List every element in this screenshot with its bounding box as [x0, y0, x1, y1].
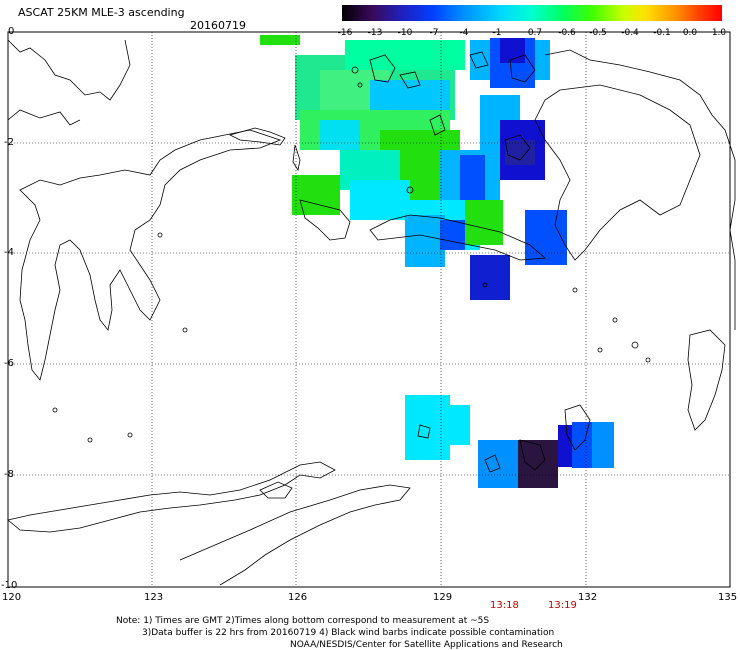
data-cell [572, 422, 592, 468]
data-cell [518, 440, 558, 488]
data-cell [470, 255, 510, 300]
lon-label: 132 [578, 592, 598, 603]
data-cell [558, 425, 573, 467]
colorbar-label: 1.0 [711, 28, 727, 38]
colorbar [342, 5, 722, 21]
map-title: ASCAT 25KM MLE-3 ascending [18, 6, 185, 19]
data-swath [260, 35, 614, 488]
data-cell [260, 35, 300, 45]
data-cell [370, 80, 450, 110]
colorbar-label: 0.7 [527, 28, 543, 38]
data-cell [320, 120, 360, 150]
map-frame [7, 31, 731, 588]
lat-label: 0 [8, 26, 15, 37]
data-cell [460, 155, 485, 200]
data-cell [440, 405, 470, 445]
note-line: 3)Data buffer is 22 hrs from 20160719 4)… [142, 628, 555, 638]
colorbar-label: -7 [429, 28, 439, 38]
lat-label: -2 [4, 137, 14, 148]
colorbar-label: -1 [492, 28, 502, 38]
data-cell [405, 215, 445, 267]
colorbar-label: -4 [459, 28, 469, 38]
colorbar-label: -16 [337, 28, 353, 38]
map-date: 20160719 [190, 19, 246, 32]
lon-label: 120 [2, 592, 22, 603]
colorbar-label: -13 [367, 28, 383, 38]
coastlines [7, 39, 736, 586]
data-cell [292, 175, 340, 215]
colorbar-label: 0.0 [682, 28, 698, 38]
colorbar-label: -0.4 [621, 28, 639, 38]
colorbar-label: -0.6 [558, 28, 576, 38]
lon-label: 129 [433, 592, 453, 603]
note-line: Note: 1) Times are GMT 2)Times along bot… [116, 616, 490, 626]
colorbar-label: -0.1 [653, 28, 671, 38]
lat-label: -6 [4, 358, 14, 369]
lon-label: 126 [288, 592, 308, 603]
lat-label: -10 [1, 580, 18, 591]
lat-label: -8 [4, 469, 14, 480]
colorbar-label: -0.5 [589, 28, 607, 38]
credit-line: NOAA/NESDIS/Center for Satellite Applica… [290, 640, 563, 650]
lon-label: 135 [718, 592, 738, 603]
time-marker: 13:18 [490, 600, 519, 611]
time-marker: 13:19 [548, 600, 577, 611]
data-cell [440, 220, 465, 250]
data-cell [350, 180, 410, 220]
colorbar-label: -10 [397, 28, 413, 38]
lat-label: -4 [4, 247, 14, 258]
data-cell [505, 140, 535, 165]
data-cell [478, 440, 520, 488]
lon-label: 123 [144, 592, 164, 603]
data-cell [465, 200, 503, 245]
data-cell [525, 210, 567, 265]
data-cell [345, 40, 465, 70]
